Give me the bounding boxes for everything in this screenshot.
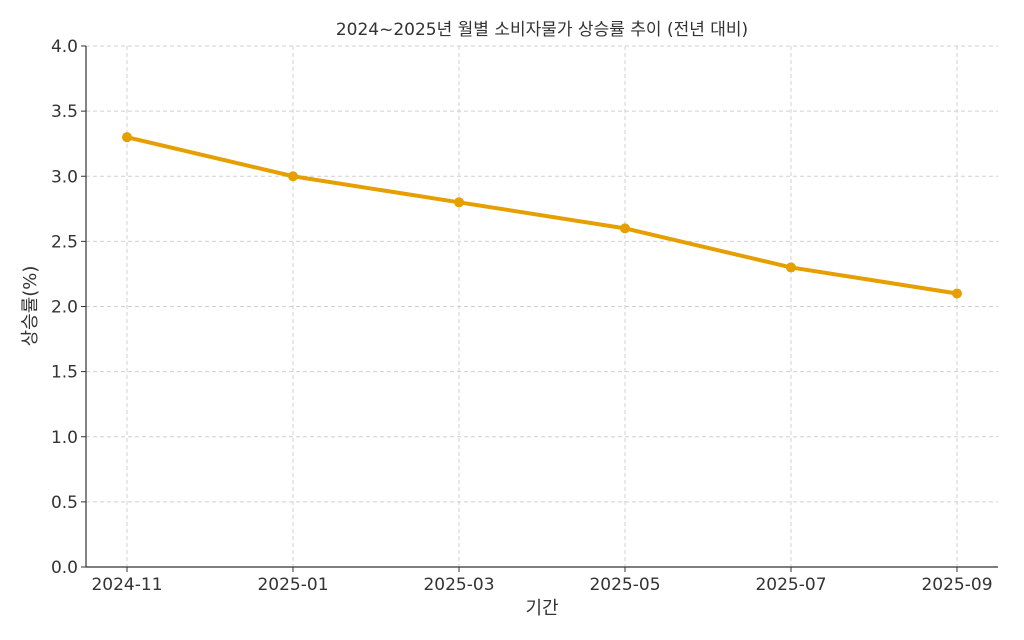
data-point <box>952 288 962 299</box>
data-point <box>122 132 132 143</box>
x-tick-labels: 2024-11 2025-01 2025-03 2025-05 2025-07 2025-… <box>91 575 992 595</box>
y-tick-label: 1.0 <box>51 428 78 448</box>
y-tick-label: 3.0 <box>51 167 78 187</box>
series-line <box>126 135 958 296</box>
y-tick-label: 4.0 <box>51 37 78 57</box>
x-tick-label: 2025-09 <box>921 575 992 595</box>
x-tick-label: 2025-01 <box>257 575 328 595</box>
y-tick-label: 2.0 <box>51 298 78 318</box>
y-tick-label: 3.5 <box>51 102 78 122</box>
y-tick-labels: 0.0 0.5 1.0 1.5 2.0 2.5 3.0 3.5 4.0 <box>51 37 78 578</box>
y-tick-label: 0.0 <box>51 558 78 578</box>
y-tick-label: 2.5 <box>51 232 78 252</box>
data-point <box>454 197 464 208</box>
x-tick-label: 2024-11 <box>91 575 162 595</box>
series <box>122 132 962 299</box>
y-tick-label: 1.5 <box>51 363 78 383</box>
x-tick-label: 2025-07 <box>755 575 826 595</box>
grid <box>86 45 998 568</box>
y-tick-label: 0.5 <box>51 493 78 513</box>
x-tick-label: 2025-03 <box>423 575 494 595</box>
data-point <box>288 171 298 182</box>
x-tick-label: 2025-05 <box>589 575 660 595</box>
chart-title: 2024~2025년 월별 소비자물가 상승률 추이 (전년 대비) <box>336 20 748 40</box>
x-axis-label: 기간 <box>525 598 558 619</box>
y-axis-label: 상승률(%) <box>20 266 41 347</box>
axes <box>81 45 998 572</box>
data-point <box>620 223 630 234</box>
data-point <box>786 262 796 273</box>
